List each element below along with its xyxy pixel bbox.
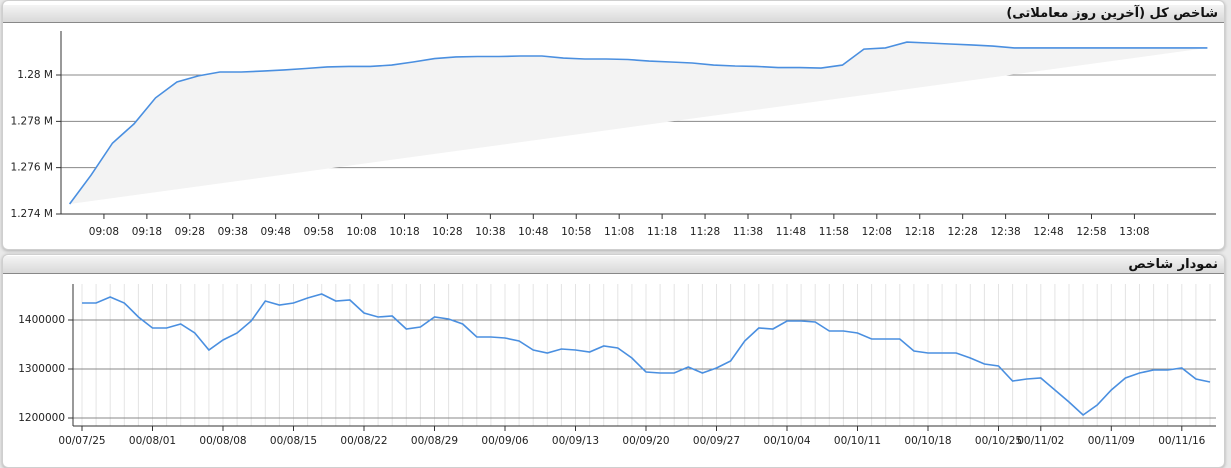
x-tick-label: 11:38	[733, 226, 763, 238]
y-tick-label: 1.278 M	[11, 115, 53, 127]
x-tick-label: 10:18	[389, 226, 419, 238]
panel-title: نمودار شاخص	[3, 256, 1224, 274]
x-tick-label: 09:38	[218, 226, 248, 238]
chart: 00/07/25 00/08/01 00/08/08 00/08/15 00/08/22…	[18, 284, 1216, 447]
x-tick-label: 11:08	[604, 226, 634, 238]
y-tick-label: 1.28 M	[17, 69, 53, 81]
y-tick-label: 1300000	[18, 363, 65, 375]
x-tick-label: 00/10/25	[975, 435, 1022, 447]
x-tick-label: 00/09/13	[552, 435, 599, 447]
x-tick-label: 09:28	[175, 226, 205, 238]
x-tick-label: 11:18	[647, 226, 677, 238]
history-panel: نمودار شاخص 00/07/25 00/08/01 00/08/08 00/0…	[2, 254, 1225, 468]
x-tick-label: 00/11/09	[1088, 435, 1135, 447]
x-tick-label: 12:08	[862, 226, 892, 238]
x-tick-label: 00/08/15	[270, 435, 317, 447]
x-tick-label: 00/08/29	[411, 435, 458, 447]
x-tick-label: 00/10/18	[904, 435, 951, 447]
x-tick-label: 10:58	[561, 226, 591, 238]
y-tick-label: 1400000	[18, 314, 65, 326]
series-line	[82, 293, 1211, 417]
x-tick-label: 00/11/02	[1017, 435, 1064, 447]
x-tick-label: 00/08/08	[199, 435, 246, 447]
y-tick-label: 1.276 M	[11, 162, 53, 174]
x-tick-label: 12:38	[990, 226, 1020, 238]
y-tick-label: 1.274 M	[11, 208, 53, 220]
x-tick-label: 00/09/06	[481, 435, 528, 447]
x-tick-label: 09:18	[132, 226, 162, 238]
x-tick-label: 11:48	[776, 226, 806, 238]
x-tick-label: 00/10/11	[834, 435, 881, 447]
x-tick-label: 12:18	[905, 226, 935, 238]
x-tick-label: 00/09/20	[622, 435, 669, 447]
x-tick-label: 00/11/16	[1158, 435, 1205, 447]
x-tick-label: 00/08/01	[129, 435, 176, 447]
chart: 09:08 09:18 09:28 09:38 09:48 09:58 10:08 10:18…	[11, 31, 1216, 238]
series-line	[68, 41, 1208, 205]
y-tick-label: 1200000	[18, 412, 65, 424]
x-tick-label: 00/08/22	[340, 435, 387, 447]
x-tick-label: 13:08	[1119, 226, 1149, 238]
x-tick-label: 11:58	[819, 226, 849, 238]
x-tick-label: 10:38	[475, 226, 505, 238]
x-tick-label: 11:28	[690, 226, 720, 238]
x-tick-label: 10:08	[346, 226, 376, 238]
x-tick-label: 12:48	[1033, 226, 1063, 238]
x-tick-label: 00/10/04	[763, 435, 810, 447]
x-tick-label: 09:58	[303, 226, 333, 238]
x-tick-label: 00/09/27	[693, 435, 740, 447]
x-tick-label: 12:28	[948, 226, 978, 238]
x-tick-label: 09:48	[261, 226, 291, 238]
panel-title: شاخص کل (آخرین روز معاملاتی)	[3, 5, 1224, 23]
x-tick-label: 00/07/25	[58, 435, 105, 447]
x-tick-label: 10:48	[518, 226, 548, 238]
x-tick-label: 10:28	[432, 226, 462, 238]
x-tick-label: 12:58	[1076, 226, 1106, 238]
x-tick-label: 09:08	[89, 226, 119, 238]
index-panel: شاخص کل (آخرین روز معاملاتی) 09:08 09:18 0…	[2, 0, 1225, 250]
